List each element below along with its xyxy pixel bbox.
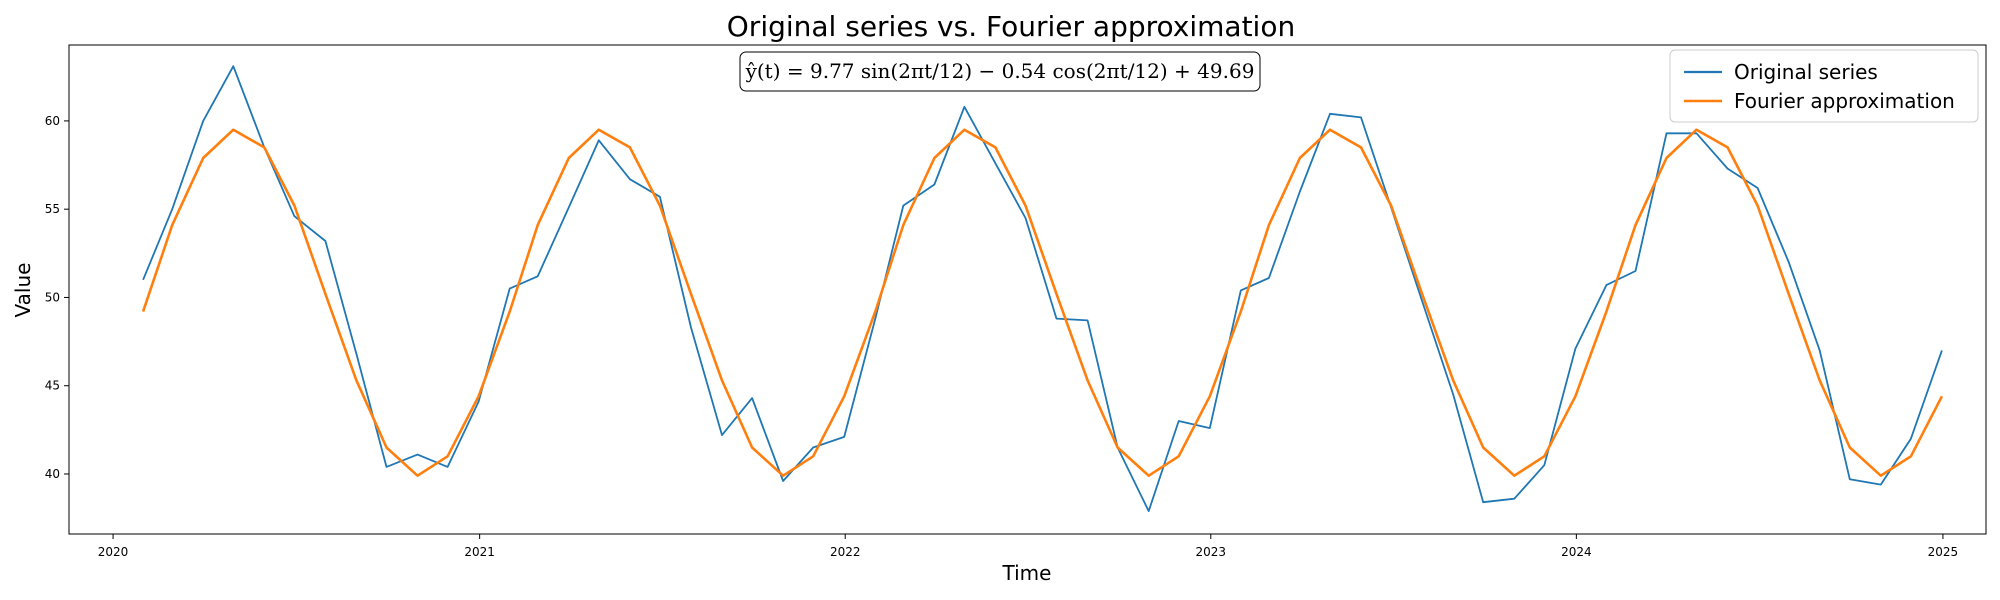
plot-area (68, 44, 1987, 535)
equation-box (739, 51, 1261, 92)
x-tick-label: 2023 (1196, 545, 1227, 559)
y-tick-label: 40 (45, 467, 60, 481)
series-line-original-series (142, 65, 1943, 513)
x-axis: 2020 2021 2022 2023 2024 2025 (98, 534, 1958, 559)
y-tick-label: 45 (45, 379, 60, 393)
y-tick-label: 60 (45, 114, 60, 128)
x-tick-label: 2020 (98, 545, 129, 559)
x-tick-label: 2025 (1928, 545, 1959, 559)
plot-frame (68, 44, 1987, 535)
series-line-fourier-approximation (141, 128, 1944, 478)
x-tick-label: 2022 (830, 545, 861, 559)
x-tick-label: 2021 (464, 545, 495, 559)
y-tick-label: 55 (45, 202, 60, 216)
x-axis-label: Time (1002, 561, 1052, 585)
legend-box (1669, 49, 1979, 123)
equation-annotation: ŷ(t) = 9.77 sin(2πt/12) − 0.54 cos(2πt/1… (739, 51, 1261, 92)
x-tick-label: 2024 (1561, 545, 1592, 559)
series-layer (141, 65, 1944, 513)
chart-title: Original series vs. Fourier approximatio… (727, 10, 1295, 43)
y-tick-label: 50 (45, 290, 60, 304)
equation-text: ŷ(t) = 9.77 sin(2πt/12) − 0.54 cos(2πt/1… (745, 59, 1255, 83)
legend-label-fourier-approximation: Fourier approximation (1734, 89, 1955, 113)
legend: Original series Fourier approximation (1669, 49, 1979, 123)
y-axis: 40 45 50 55 60 (45, 114, 69, 481)
y-axis-label: Value (11, 263, 35, 318)
legend-label-original-series: Original series (1734, 60, 1878, 84)
